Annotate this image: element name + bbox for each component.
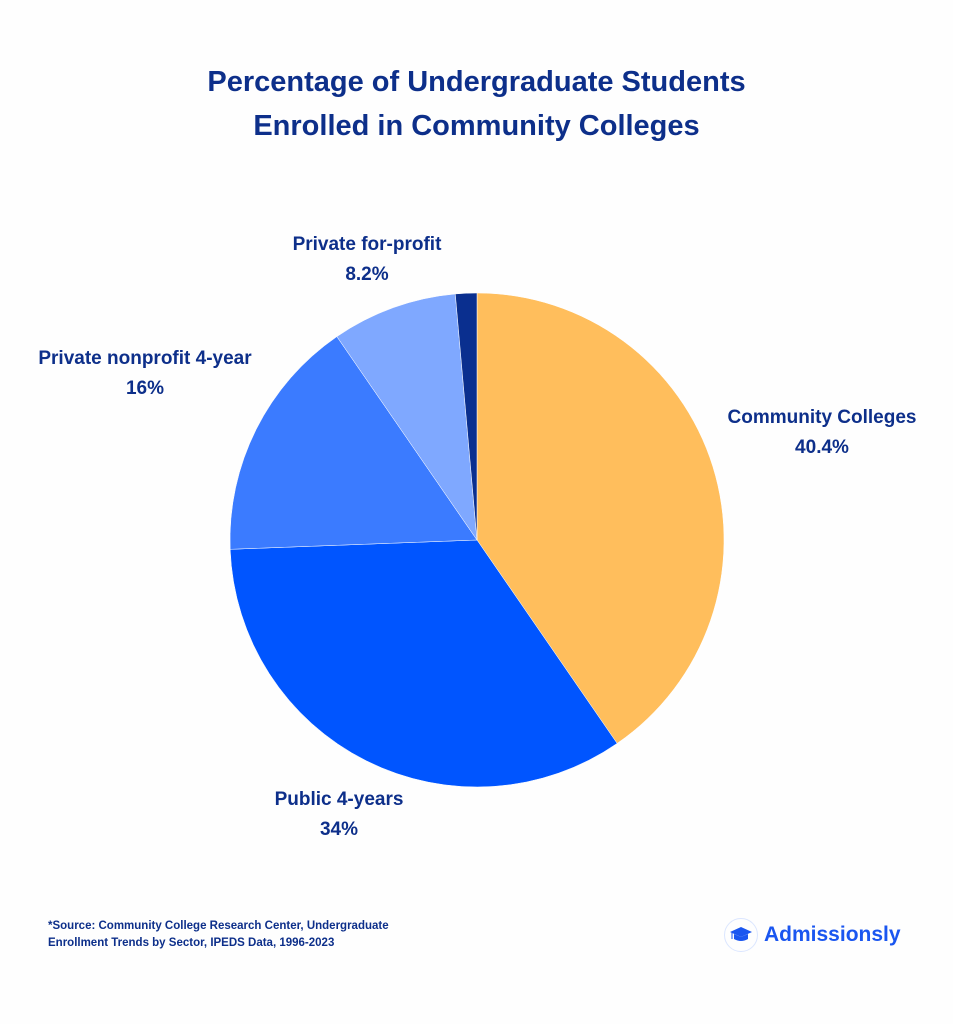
slice-value: 40.4%	[795, 437, 849, 458]
slice-value: 34%	[319, 819, 359, 840]
label-private-nonprofit: Private nonprofit 4-year 16%	[38, 344, 251, 404]
slice-label: Community Colleges	[727, 407, 917, 428]
source-line-2: Enrollment Trends by Sector, IPEDS Data,…	[48, 937, 335, 949]
source-line-1: *Source: Community College Research Cent…	[48, 920, 389, 932]
slice-value: 16%	[125, 378, 165, 399]
slice-value: 8.2%	[345, 264, 389, 285]
pie-slice-other	[455, 292, 478, 541]
pie-slice-private-for-profit	[336, 293, 478, 541]
slice-label: Public 4-years	[274, 789, 404, 810]
label-public-4-years: Public 4-years 34%	[275, 785, 404, 845]
logo-text: Admissionsly	[764, 923, 901, 946]
source-note: *Source: Community College Research Cent…	[48, 918, 389, 952]
slice-label: Private for-profit	[292, 234, 442, 255]
pie-slice-private-nonprofit-4-year	[229, 336, 478, 550]
title-line-2: Enrolled in Community Colleges	[253, 110, 700, 142]
slice-label: Private nonprofit 4-year	[38, 348, 252, 369]
chart-title: Percentage of Undergraduate Students Enr…	[0, 60, 953, 148]
pie-slice-public-4-years	[229, 539, 618, 788]
label-private-for-profit: Private for-profit 8.2%	[293, 230, 442, 290]
logo: Admissionsly	[724, 918, 901, 952]
graduation-cap-icon	[724, 918, 758, 952]
label-community-colleges: Community Colleges 40.4%	[728, 403, 917, 463]
pie-slice-community-colleges	[476, 292, 725, 744]
title-line-1: Percentage of Undergraduate Students	[207, 66, 746, 98]
